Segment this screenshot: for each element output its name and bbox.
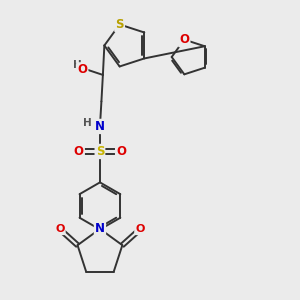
Text: S: S xyxy=(116,18,124,31)
Text: O: O xyxy=(135,224,145,234)
Text: S: S xyxy=(96,145,104,158)
Text: N: N xyxy=(95,222,105,236)
Text: O: O xyxy=(77,63,87,76)
Text: O: O xyxy=(179,33,189,46)
Text: N: N xyxy=(95,120,105,133)
Text: O: O xyxy=(55,224,64,234)
Text: O: O xyxy=(116,145,126,158)
Text: O: O xyxy=(74,145,84,158)
Text: H: H xyxy=(83,118,92,128)
Text: H: H xyxy=(74,60,82,70)
